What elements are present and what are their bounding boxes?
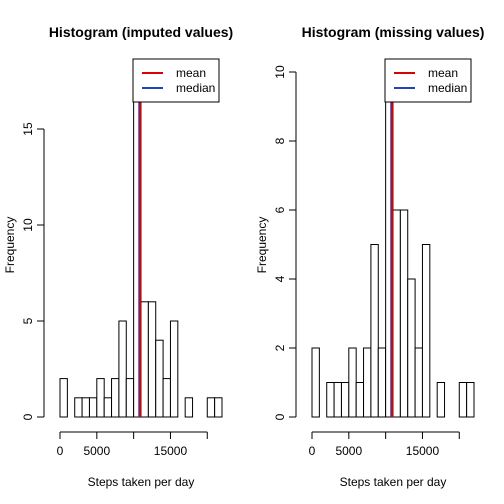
imputed-bar	[81, 397, 90, 418]
imputed-x-axis-label: Steps taken per day	[88, 475, 195, 489]
imputed-bar	[169, 320, 179, 418]
imputed-bar	[147, 301, 157, 418]
imputed-bar	[88, 397, 98, 418]
missing-bar	[311, 347, 320, 418]
missing-bar	[370, 244, 379, 418]
missing-bar	[355, 382, 365, 418]
missing-bar	[326, 382, 335, 418]
missing-bar	[458, 382, 468, 418]
imputed-y-tick-label: 0	[21, 413, 35, 420]
missing-legend-box	[384, 58, 472, 103]
missing-x-tick-label: 0	[309, 444, 316, 458]
missing-x-axis-label: Steps taken per day	[340, 475, 447, 489]
imputed-y-tick-label: 10	[21, 218, 35, 232]
missing-y-tick-label: 6	[273, 206, 287, 213]
missing-y-axis-label: Frequency	[255, 217, 269, 274]
imputed-bar	[125, 378, 135, 418]
missing-bar	[436, 382, 446, 418]
imputed-x-tick-label: 15000	[154, 444, 188, 458]
missing-bar	[466, 382, 475, 418]
imputed-x-tick-label: 0	[57, 444, 64, 458]
imputed-y-tick-label: 5	[21, 317, 35, 324]
imputed-y-tick-label: 15	[21, 122, 35, 136]
imputed-x-tick-label: 5000	[83, 444, 110, 458]
missing-bar	[348, 347, 357, 418]
missing-bar	[421, 244, 431, 418]
missing-y-tick-label: 0	[273, 413, 287, 420]
missing-histogram-panel: Histogram (missing values) 0 5000 15000 0 2 4 6…	[255, 24, 484, 489]
missing-x-tick-label: 15000	[406, 444, 440, 458]
imputed-bar	[155, 339, 164, 418]
imputed-bar	[162, 378, 171, 418]
imputed-bar	[214, 397, 223, 418]
imputed-y-axis-label: Frequency	[3, 217, 17, 274]
imputed-bar	[184, 397, 194, 418]
missing-bar	[340, 382, 350, 418]
missing-y-tick-label: 4	[273, 275, 287, 282]
missing-y-tick-label: 2	[273, 344, 287, 351]
missing-bar	[399, 209, 409, 418]
missing-bar	[392, 209, 401, 418]
imputed-bar	[96, 378, 105, 418]
imputed-bar	[74, 397, 83, 418]
imputed-bar	[206, 397, 216, 418]
imputed-histogram-panel: Histogram (imputed values) 0 5000 15000 0 5 10…	[3, 24, 233, 489]
imputed-legend-label: mean	[176, 66, 206, 80]
missing-title: Histogram (missing values)	[302, 24, 485, 40]
imputed-bar	[59, 378, 68, 418]
missing-legend-label: median	[428, 81, 467, 95]
missing-legend-label: mean	[428, 66, 458, 80]
missing-bar	[363, 347, 372, 418]
imputed-legend-box	[132, 58, 220, 103]
imputed-bar	[118, 320, 127, 418]
imputed-legend-label: median	[176, 81, 215, 95]
missing-y-tick-label: 8	[273, 137, 287, 144]
missing-bar	[407, 278, 416, 418]
missing-bar	[414, 347, 423, 418]
imputed-bar	[140, 301, 149, 418]
missing-bar	[333, 382, 342, 418]
imputed-title: Histogram (imputed values)	[49, 24, 233, 40]
imputed-bar	[111, 378, 120, 418]
missing-x-tick-label: 5000	[335, 444, 362, 458]
missing-y-tick-label: 10	[273, 65, 287, 79]
imputed-bar	[103, 397, 113, 418]
missing-bar	[377, 347, 387, 418]
